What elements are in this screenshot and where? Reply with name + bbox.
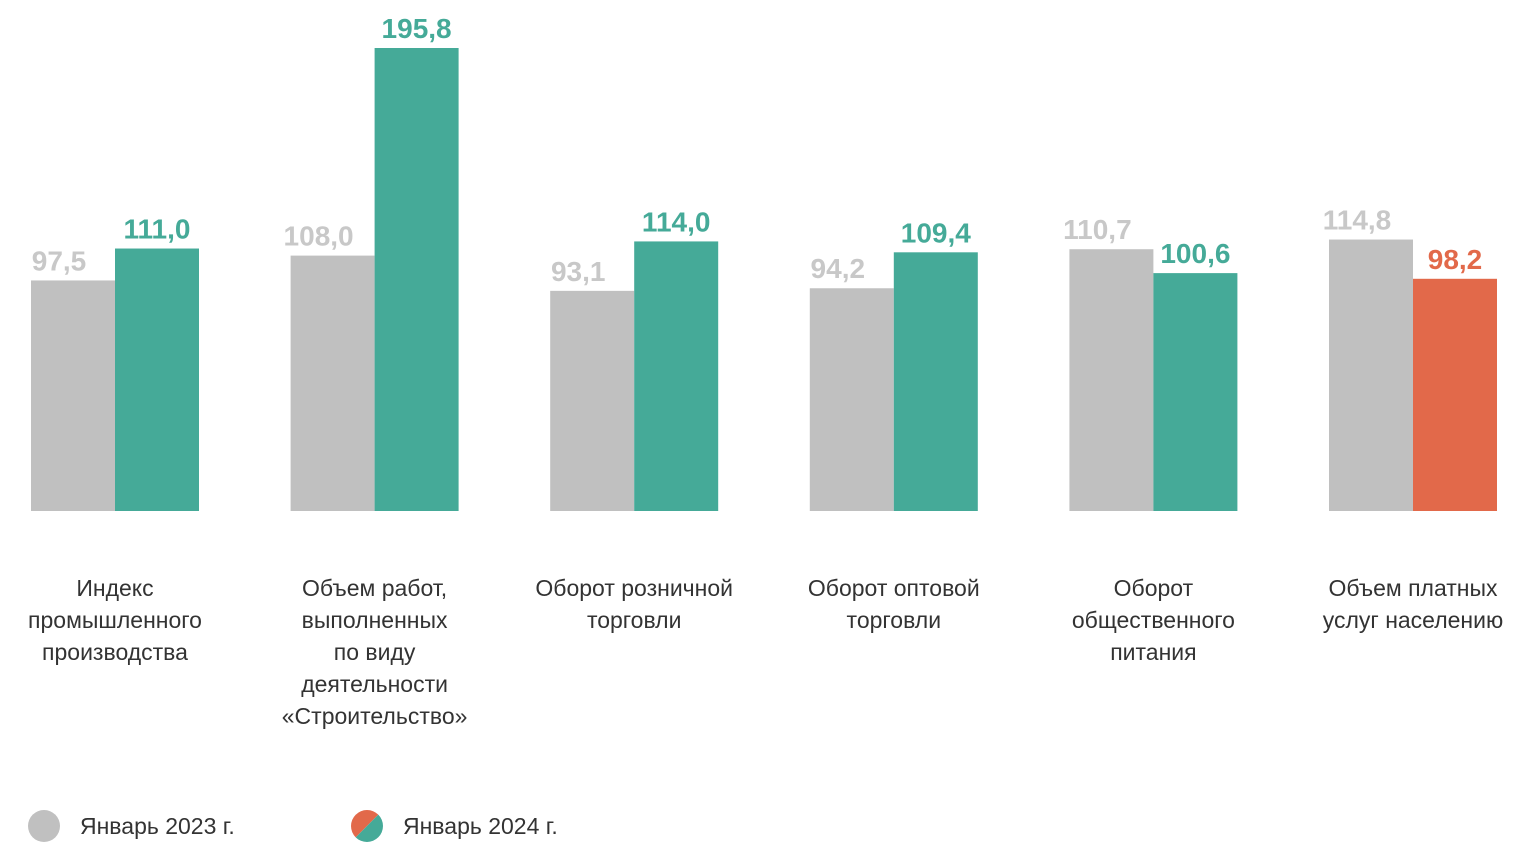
bar [374, 48, 459, 511]
bar [809, 288, 894, 511]
bar [1153, 273, 1238, 511]
category-line: торговли [587, 607, 682, 633]
category-line: общественного [1072, 607, 1235, 633]
category-line: Объем работ, [302, 575, 447, 601]
value-label: 108,0 [284, 221, 354, 252]
legend-swatch [351, 810, 379, 838]
value-label: 114,8 [1323, 205, 1392, 236]
bar [290, 255, 375, 511]
legend-label: Январь 2023 г. [80, 813, 235, 839]
bar [550, 290, 635, 511]
category-line: «Строительство» [282, 703, 468, 729]
bar [1413, 278, 1497, 511]
category-label: Оборот розничной торговли [535, 575, 733, 633]
value-label: 93,1 [551, 256, 606, 287]
category-line: торговли [847, 607, 942, 633]
bar [1329, 239, 1413, 511]
category-line: питания [1110, 639, 1196, 665]
category-line: промышленного [28, 607, 202, 633]
category-line: Оборот розничной [535, 575, 733, 601]
legend-swatch [28, 810, 60, 842]
bar [893, 252, 978, 511]
category-line: выполненных [302, 607, 448, 633]
value-label: 94,2 [811, 253, 866, 284]
value-label: 111,0 [124, 214, 191, 245]
value-label: 97,5 [32, 245, 87, 276]
legend-label: Январь 2024 г. [403, 813, 558, 839]
bar [634, 241, 719, 511]
category-label: Оборот общественного питания [1072, 575, 1235, 665]
category-line: Объем платных [1328, 575, 1498, 601]
value-label: 195,8 [382, 13, 452, 44]
legend-swatch [355, 814, 383, 842]
value-label: 100,6 [1160, 238, 1230, 269]
category-line: деятельности [301, 671, 448, 697]
category-line: Оборот оптовой [808, 575, 980, 601]
value-label: 110,7 [1063, 214, 1132, 245]
category-line: Индекс [76, 575, 153, 601]
value-label: 109,4 [901, 217, 971, 248]
bar [31, 280, 115, 511]
category-line: по виду [334, 639, 416, 665]
category-label: Индекс промышленного производства [28, 575, 202, 665]
category-line: услуг населению [1323, 607, 1503, 633]
category-label: Оборот оптовой торговли [808, 575, 980, 633]
bar [115, 248, 199, 511]
category-line: производства [42, 639, 188, 665]
value-label: 98,2 [1428, 244, 1483, 275]
value-label: 114,0 [642, 206, 711, 237]
category-label: Объем платных услуг населению [1323, 575, 1503, 633]
category-label: Объем работ, выполненных по виду деятельнос… [282, 575, 468, 729]
bar [1069, 249, 1154, 512]
category-line: Оборот [1114, 575, 1194, 601]
